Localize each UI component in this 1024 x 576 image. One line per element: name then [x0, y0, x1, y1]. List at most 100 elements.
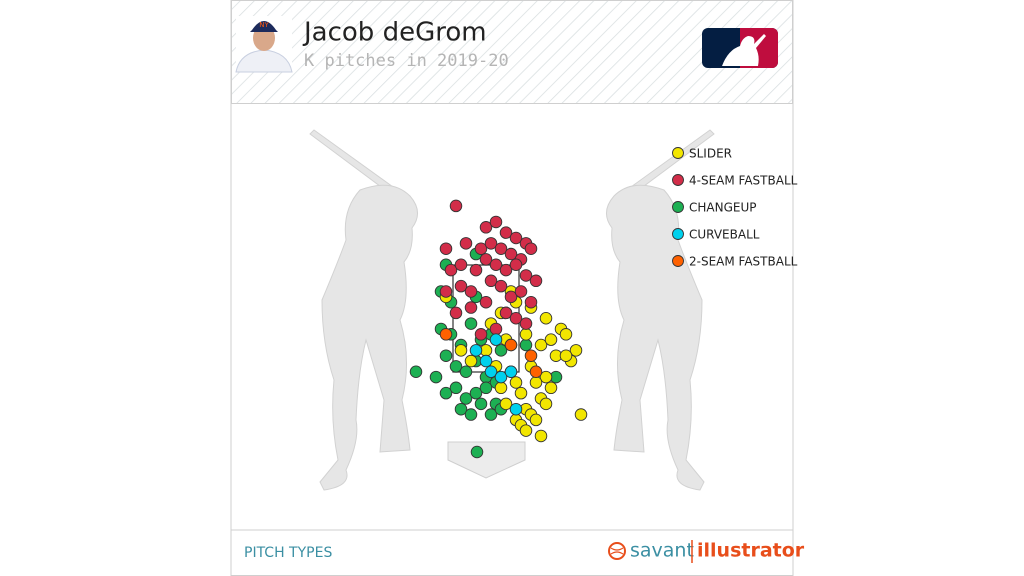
pitch: [489, 215, 503, 229]
headshot: NY: [235, 16, 293, 73]
legend: SLIDER 4-SEAM FASTBALL CHANGEUP CURVEBALL 2-…: [672, 147, 798, 269]
pitch: [534, 429, 548, 443]
pitch: [454, 344, 468, 357]
pitch: [439, 328, 453, 341]
pitch: [469, 263, 483, 277]
title: Jacob deGrom: [302, 18, 487, 48]
pitch: [514, 285, 528, 298]
legend-label: CURVEBALL: [689, 228, 760, 242]
pitch: [464, 301, 478, 314]
pitch: [494, 279, 508, 293]
pitch: [454, 279, 468, 293]
pitch: [499, 226, 513, 239]
pitch: [499, 263, 513, 277]
pitch: [539, 370, 553, 384]
pitch: [494, 344, 508, 357]
pitch: [459, 392, 473, 405]
pitch: [529, 376, 543, 389]
pitch: [494, 242, 508, 255]
pitch: [524, 349, 538, 362]
legend-label: SLIDER: [689, 147, 732, 161]
pitch: [539, 397, 553, 411]
pitch: [409, 365, 423, 379]
pitch: [529, 365, 543, 379]
mlb-logo: [702, 28, 778, 68]
pitch: [494, 370, 508, 384]
pitch: [504, 290, 518, 304]
pitch: [459, 237, 473, 250]
pitch: [504, 365, 518, 379]
pitch: [484, 408, 498, 421]
legend-label: 4-SEAM FASTBALL: [689, 174, 798, 188]
pitch: [534, 338, 548, 352]
pitch: [469, 386, 483, 400]
pitch: [489, 333, 503, 346]
svg-text:NY: NY: [259, 21, 269, 29]
pitch: [524, 295, 538, 309]
pitch: [439, 242, 453, 255]
pitch: [524, 242, 538, 255]
pitch: [574, 408, 588, 421]
pitch: [479, 354, 493, 368]
pitch: [514, 386, 528, 400]
legend-swatch: [672, 201, 684, 213]
pitch: [519, 424, 533, 437]
pitch: [504, 247, 518, 261]
pitch: [449, 360, 463, 373]
pitch: [479, 381, 493, 395]
legend-label: CHANGEUP: [689, 201, 757, 215]
pitch: [509, 376, 523, 389]
footer-label: PITCH TYPES: [244, 545, 332, 561]
pitch: [494, 381, 508, 395]
legend-swatch: [672, 255, 684, 267]
pitch: [439, 285, 453, 298]
legend-swatch: [672, 147, 684, 159]
pitch: [459, 365, 473, 379]
pitch: [529, 413, 543, 427]
pitch: [519, 338, 533, 352]
pitch: [479, 221, 493, 234]
pitch: [429, 370, 443, 384]
pitch: [464, 354, 478, 368]
pitch: [539, 312, 553, 325]
pitch: [559, 328, 573, 341]
pitch: [509, 312, 523, 325]
pitch: [509, 231, 523, 245]
pitch: [454, 258, 468, 272]
pitch: [519, 269, 533, 282]
pitch: [544, 333, 558, 346]
pitch: [439, 386, 453, 400]
subtitle: K pitches in 2019-20: [304, 51, 509, 71]
legend-label: 2-SEAM FASTBALL: [689, 255, 798, 269]
pitch: [484, 237, 498, 250]
pitch: [474, 397, 488, 411]
pitch: [479, 295, 493, 309]
pitch: [569, 344, 583, 357]
pitch: [479, 253, 493, 266]
brand-illustrator: illustrator: [697, 540, 805, 562]
legend-swatch: [672, 174, 684, 186]
pitch: [449, 306, 463, 320]
brand-savant: savant: [630, 540, 694, 562]
home-plate: [447, 441, 526, 479]
pitch: [454, 402, 468, 416]
pitch: [499, 306, 513, 320]
savant-logo: savant illustrator: [608, 540, 805, 563]
pitch: [439, 349, 453, 362]
pitch: [484, 274, 498, 288]
pitch: [509, 402, 523, 416]
pitch: [464, 317, 478, 330]
pitch: [474, 328, 488, 341]
pitch: [469, 344, 483, 357]
pitch: [499, 397, 513, 411]
pitch: [489, 322, 503, 336]
pitch: [519, 328, 533, 341]
pitch: [470, 445, 484, 459]
pitch: [489, 258, 503, 272]
pitch: [509, 258, 523, 272]
pitch: [504, 338, 518, 352]
legend-swatch: [672, 228, 684, 240]
pitch: [464, 285, 478, 298]
